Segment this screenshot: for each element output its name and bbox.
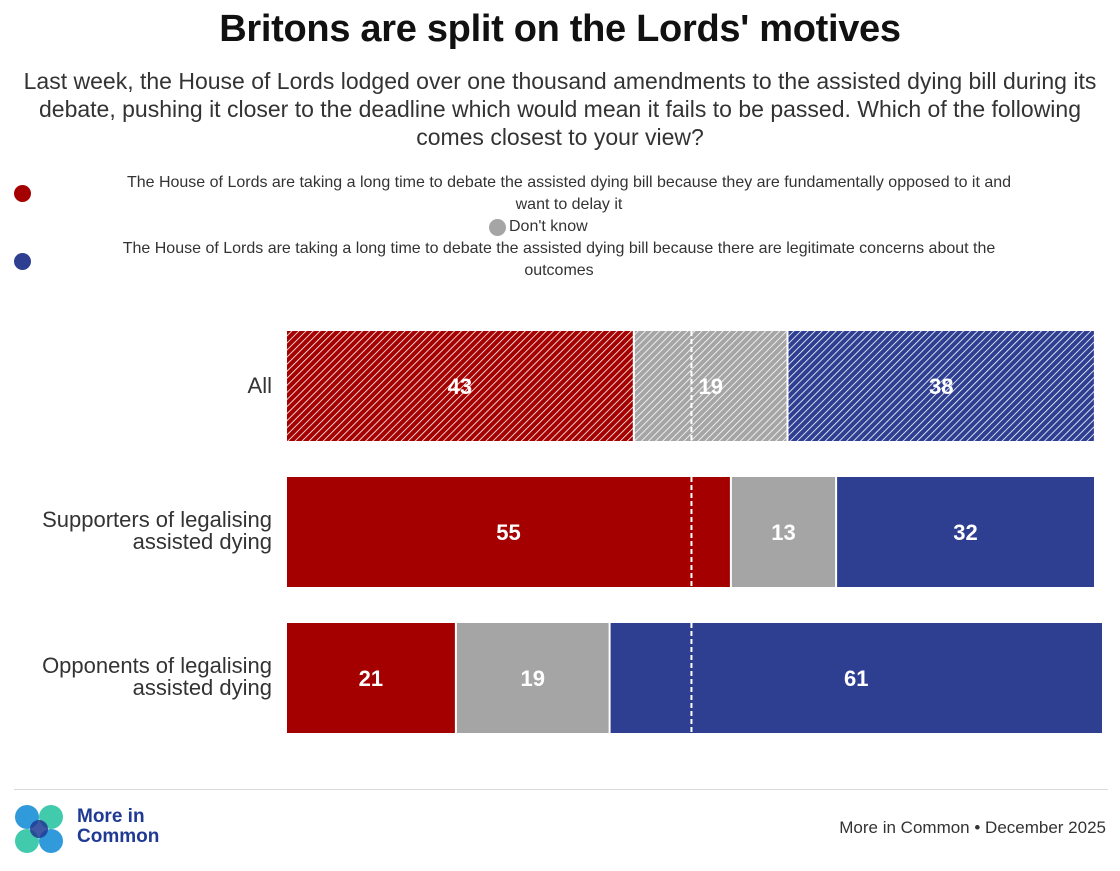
bar-opponents-opposed <box>287 623 455 733</box>
legend-label-dont-know: Don't know <box>509 218 588 235</box>
bar-opponents-dont-know <box>456 623 609 733</box>
legend-opposed-line1: The House of Lords are taking a long tim… <box>126 174 1012 191</box>
category-label-supporters-line1: Supporters of legalising <box>42 507 272 532</box>
category-label-opponents: Opponents of legalising assisted dying <box>2 655 272 699</box>
category-label-opponents-line1: Opponents of legalising <box>42 653 272 678</box>
legend-swatch-opposed <box>14 185 31 202</box>
bar-value-all-opposed: 43 <box>448 374 472 399</box>
brand-line1: More in <box>77 806 145 827</box>
footer-source: More in Common • December 2025 <box>839 818 1106 837</box>
bar-supporters-opposed <box>287 477 730 587</box>
bar-value-opponents-dont-know: 19 <box>520 666 544 691</box>
footer-divider <box>14 789 1108 790</box>
bar-value-supporters-opposed: 55 <box>496 520 520 545</box>
bar-all-dont-know <box>634 331 787 441</box>
legend-swatch-dont-know <box>489 219 506 236</box>
category-label-supporters-line2: assisted dying <box>132 529 272 554</box>
bar-value-all-dont-know: 19 <box>698 374 722 399</box>
bars-layer: 43 19 38 55 13 32 21 19 61 <box>287 331 1102 733</box>
bar-all-opposed <box>287 331 633 441</box>
chart-subtitle: Last week, the House of Lords lodged ove… <box>23 68 1097 150</box>
bar-value-supporters-concerns: 32 <box>953 520 977 545</box>
brand-name: More in Common <box>77 807 159 847</box>
brand-line2: Common <box>77 826 160 847</box>
bar-opponents-concerns <box>610 623 1102 733</box>
category-label-all: All <box>247 373 272 398</box>
legend-swatch-concerns <box>14 253 31 270</box>
bar-value-all-concerns: 38 <box>929 374 953 399</box>
bar-supporters-concerns <box>837 477 1094 587</box>
bar-value-supporters-dont-know: 13 <box>771 520 795 545</box>
bar-value-opponents-opposed: 21 <box>359 666 383 691</box>
legend-opposed-line2: want to delay it <box>515 196 623 213</box>
legend-concerns-line1: The House of Lords are taking a long tim… <box>122 240 996 257</box>
category-label-supporters: Supporters of legalising assisted dying <box>2 509 272 553</box>
category-label-opponents-line2: assisted dying <box>132 675 272 700</box>
bar-value-opponents-concerns: 61 <box>844 666 868 691</box>
bar-all-concerns <box>788 331 1094 441</box>
legend-label-opposed: The House of Lords are taking a long tim… <box>34 172 1104 216</box>
legend-concerns-line2: outcomes <box>524 262 594 279</box>
more-in-common-logo-icon <box>15 805 63 853</box>
chart-title: Britons are split on the Lords' motives <box>219 8 901 50</box>
legend-label-concerns: The House of Lords are taking a long tim… <box>34 238 1084 282</box>
bar-supporters-dont-know <box>731 477 836 587</box>
